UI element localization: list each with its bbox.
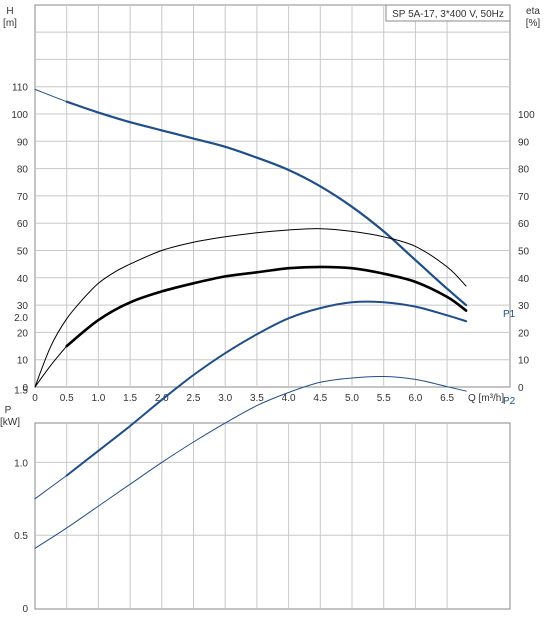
y-left-tick-label: 70: [17, 192, 29, 203]
y-right-label: eta: [526, 6, 540, 17]
y-left-tick-label: 90: [17, 137, 29, 148]
power-axis-label: P: [5, 405, 12, 416]
y-right-tick-label: 30: [518, 301, 530, 312]
power-axis-unit: [kW]: [0, 417, 20, 428]
x-tick-label: 3.0: [218, 393, 232, 404]
y-left-tick-label: 0: [22, 383, 28, 394]
x-tick-label: 1.0: [91, 393, 105, 404]
y-left-tick-label: 20: [17, 328, 29, 339]
power-panel: P [kW] 0 0.5 1.0 1.5 2.0 P1 P2: [0, 300, 516, 615]
x-tick-label: 4.0: [282, 393, 296, 404]
power-curve-p1-extension: [34, 475, 68, 500]
power-curve-p2-extension: [34, 375, 467, 549]
power-tick-label: 0: [22, 604, 28, 615]
power-curve-p1: [65, 300, 468, 477]
efficiency-start-curve: [34, 345, 68, 388]
y-left-tick-label: 30: [17, 301, 29, 312]
legend-p2: P2: [503, 396, 516, 407]
x-tick-label: 5.0: [345, 393, 359, 404]
y-left-tick-label: 10: [17, 356, 29, 367]
y-left-unit: [m]: [3, 18, 17, 29]
y-left-tick-label: 50: [17, 247, 29, 258]
bottom-plot-frame: [34, 422, 511, 610]
x-tick-label: 6.0: [408, 393, 422, 404]
bottom-grid: [35, 423, 510, 608]
y-right-tick-label: 80: [518, 165, 530, 176]
x-tick-label: 0.5: [60, 393, 74, 404]
y-right-unit: [%]: [526, 18, 541, 29]
head-extension-curve: [34, 88, 68, 103]
y-right-tick-label: 20: [518, 328, 530, 339]
power-tick-label: 1.5: [14, 386, 28, 397]
y-left-label: H: [6, 6, 13, 17]
x-tick-label: 3.5: [250, 393, 264, 404]
power-legend: P1 P2: [503, 309, 516, 407]
power-tick-label: 1.0: [14, 458, 28, 469]
top-grid: [35, 5, 510, 387]
y-left-tick-label: 80: [17, 165, 29, 176]
y-left-tick-label: 100: [11, 110, 28, 121]
power-tick-label: 0.5: [14, 531, 28, 542]
y-left-tick-label: 110: [12, 83, 28, 94]
title-box: [385, 4, 511, 22]
head-curve: [65, 100, 468, 307]
y-right-tick-label: 0: [518, 383, 524, 394]
y-left-tick-label: 60: [17, 219, 29, 230]
y-right-tick-label: 90: [518, 137, 530, 148]
head-efficiency-panel: SP 5A-17, 3*400 V, 50Hz H [m] eta [%] Q …: [3, 4, 541, 404]
x-tick-label: 2.5: [187, 393, 201, 404]
y-right-tick-label: 40: [518, 274, 530, 285]
y-right-tick-label: 50: [518, 247, 530, 258]
bottom-series: [34, 300, 468, 549]
bottom-tick-labels: 0 0.5 1.0 1.5 2.0: [14, 313, 28, 615]
x-tick-label: 1.5: [123, 393, 137, 404]
y-left-tick-label: 40: [17, 274, 29, 285]
y-right-tick-label: 60: [518, 219, 530, 230]
y-right-tick-label: 100: [518, 110, 535, 121]
x-tick-label: 6.5: [440, 393, 454, 404]
x-tick-label: 4.5: [313, 393, 327, 404]
efficiency-thin-curve: [34, 228, 467, 388]
x-tick-label: 5.5: [377, 393, 391, 404]
x-tick-label: 0: [32, 393, 38, 404]
y-right-tick-label: 70: [518, 192, 530, 203]
x-axis-label: Q [m³/h]: [468, 393, 504, 404]
top-tick-labels: 0 0.5 1.0 1.5 2.0 2.5 3.0 3.5 4.0 4.5 5.0 5.5 6.0 6.5…: [11, 83, 535, 404]
chart-title: SP 5A-17, 3*400 V, 50Hz: [392, 9, 504, 20]
efficiency-thick-curve: [65, 265, 468, 348]
top-series: [34, 88, 468, 388]
legend-p1: P1: [503, 309, 516, 320]
y-right-tick-label: 10: [518, 356, 530, 367]
power-tick-label: 2.0: [14, 313, 28, 324]
